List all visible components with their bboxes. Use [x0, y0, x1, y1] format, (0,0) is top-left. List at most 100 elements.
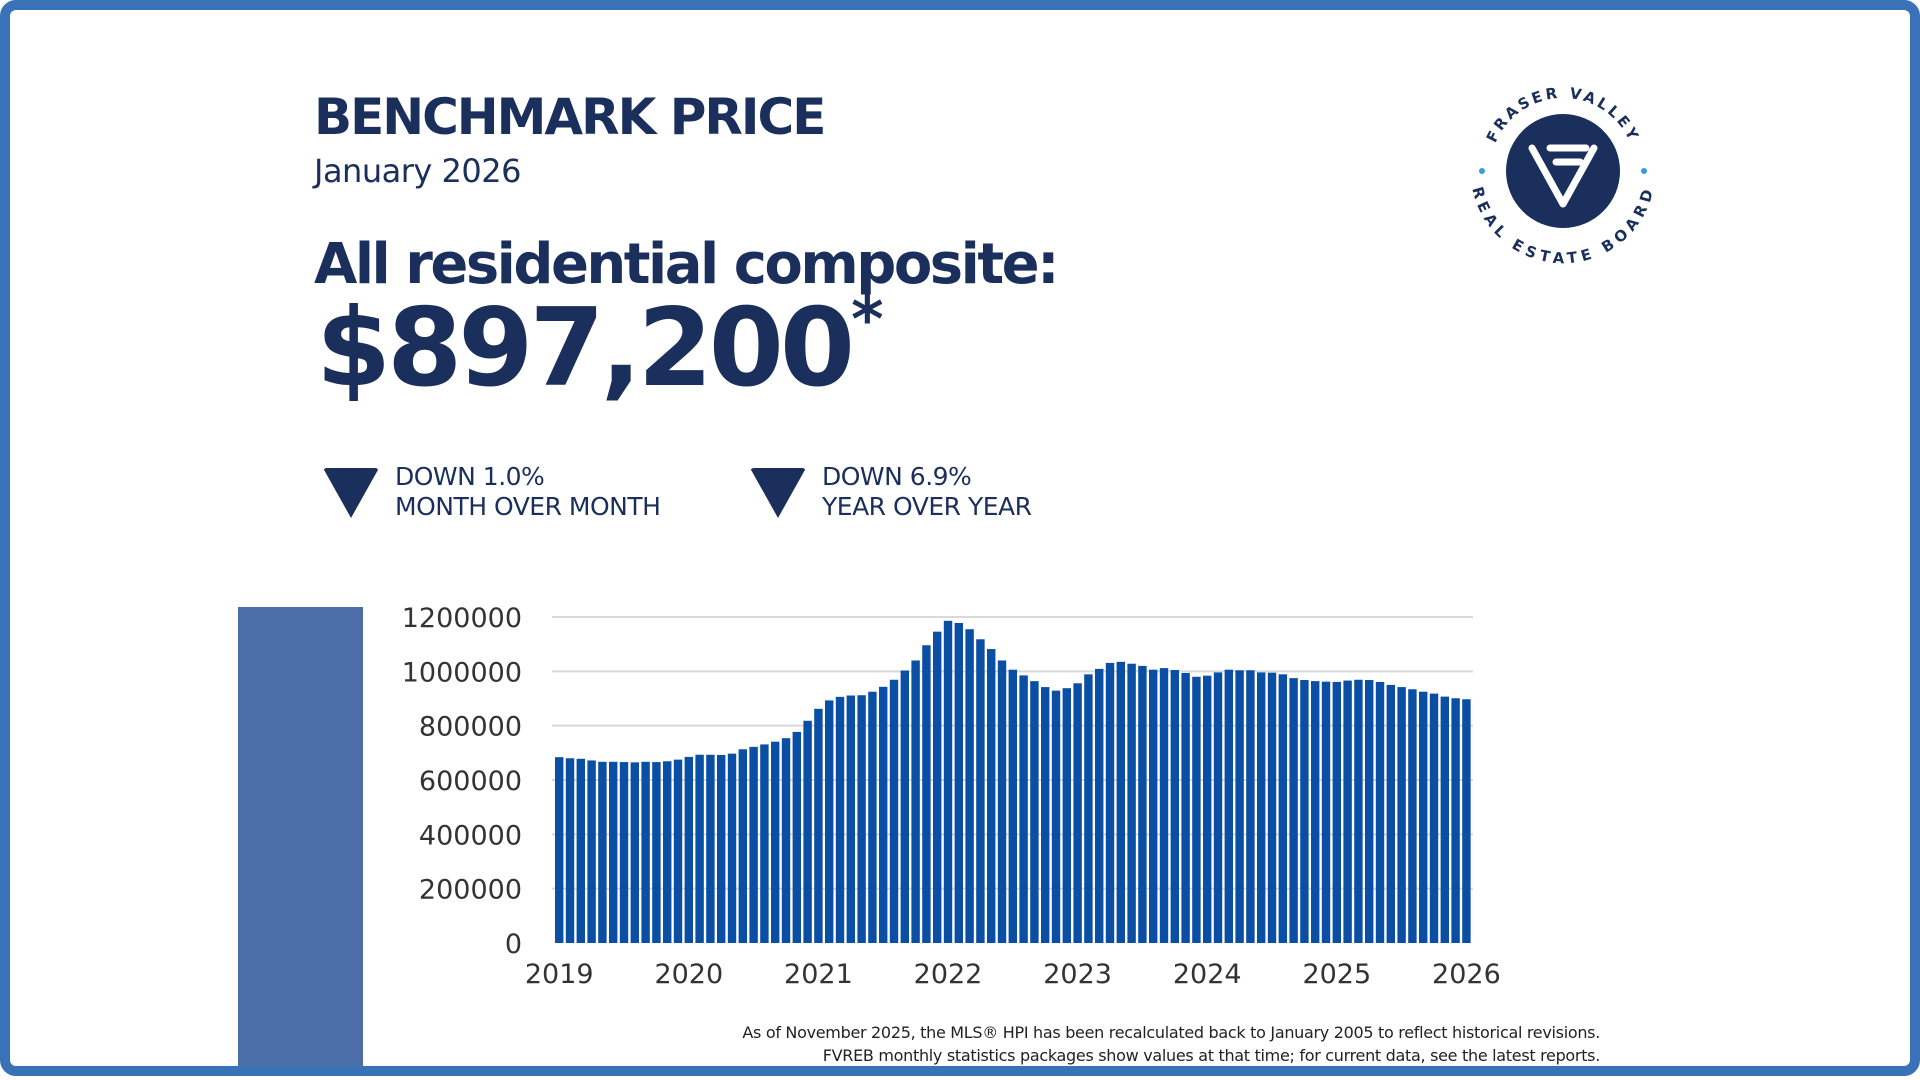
- bar: [1095, 668, 1104, 943]
- bar: [652, 762, 661, 943]
- bar: [1041, 687, 1050, 943]
- bar: [717, 755, 726, 943]
- bar: [987, 649, 996, 943]
- bar: [641, 761, 650, 943]
- x-tick-label: 2023: [1043, 959, 1112, 990]
- bar: [771, 741, 780, 943]
- bar: [1365, 680, 1374, 943]
- bar: [1289, 678, 1298, 943]
- x-tick-label: 2019: [525, 959, 594, 990]
- bar: [933, 631, 942, 943]
- bar: [1397, 687, 1406, 943]
- bar: [922, 645, 931, 943]
- bar: [1224, 669, 1234, 943]
- bar: [1181, 672, 1190, 943]
- y-tick-label: 1000000: [402, 657, 522, 688]
- bar: [803, 720, 812, 943]
- bar: [1257, 672, 1266, 943]
- bar: [663, 761, 672, 943]
- bar: [900, 670, 910, 943]
- bar: [576, 758, 586, 943]
- bar: [1300, 680, 1309, 943]
- price-footnote-mark: *: [851, 283, 884, 356]
- y-tick-label: 400000: [419, 820, 522, 851]
- bar: [684, 756, 694, 943]
- bar: [1213, 672, 1223, 943]
- bar: [1062, 688, 1072, 943]
- bar: [1321, 681, 1331, 943]
- bar: [1170, 669, 1180, 943]
- x-tick-label: 2021: [784, 959, 853, 990]
- bar: [587, 760, 596, 943]
- bar: [619, 762, 629, 943]
- bar: [954, 622, 964, 943]
- bar: [889, 679, 899, 943]
- x-tick-label: 2020: [654, 959, 723, 990]
- bar: [997, 660, 1007, 943]
- bar: [879, 686, 888, 943]
- fraser-valley-logo: FRASER VALLEY REAL ESTATE BOARD: [1468, 84, 1654, 266]
- bar: [555, 757, 564, 943]
- bar: [1332, 681, 1342, 943]
- bar: [738, 749, 748, 943]
- bar: [1159, 668, 1169, 943]
- bar: [1008, 669, 1018, 943]
- bar: [1030, 681, 1039, 943]
- stat-change: DOWN 6.9%: [822, 462, 972, 491]
- logo-fv-mark: [1528, 144, 1598, 208]
- page-subtitle: January 2026: [314, 152, 521, 190]
- bar: [814, 708, 823, 943]
- logo-circle: [1506, 114, 1620, 228]
- bar: [1192, 676, 1201, 943]
- logo-dot: [1479, 168, 1485, 174]
- bar: [1429, 693, 1439, 943]
- bar: [1235, 670, 1244, 943]
- bar: [727, 753, 737, 943]
- bar: [609, 761, 618, 943]
- bar: [749, 746, 758, 943]
- bar: [1116, 661, 1126, 943]
- benchmark-price-chart: 0 200000 400000 600000 800000 1000000 1200000 2…: [402, 603, 1501, 990]
- stat-period: YEAR OVER YEAR: [822, 492, 1032, 521]
- bar: [760, 744, 769, 943]
- bar: [1246, 670, 1255, 943]
- bar: [1451, 698, 1460, 943]
- bar: [630, 762, 640, 943]
- bar: [1386, 684, 1396, 943]
- bar: [1051, 690, 1061, 943]
- y-tick-label: 200000: [419, 875, 522, 906]
- stat-change: DOWN 1.0%: [395, 462, 545, 491]
- benchmark-price: $897,200*: [316, 285, 884, 409]
- bar: [695, 754, 704, 943]
- bar: [1149, 669, 1158, 943]
- bar: [1073, 683, 1082, 943]
- bar: [943, 620, 953, 943]
- bar: [1408, 689, 1417, 943]
- x-tick-label: 2025: [1302, 959, 1371, 990]
- bar: [846, 695, 856, 943]
- bar: [965, 629, 974, 943]
- footnote-line-2: FVREB monthly statistics packages show v…: [822, 1046, 1601, 1065]
- bar: [1084, 674, 1093, 943]
- bar: [835, 696, 845, 943]
- bar: [857, 695, 866, 943]
- bar: [1267, 672, 1277, 943]
- logo-dot: [1641, 168, 1647, 174]
- bar: [868, 691, 877, 943]
- bar: [825, 700, 834, 943]
- bar: [792, 731, 802, 943]
- bar: [911, 660, 920, 943]
- bar: [976, 639, 985, 943]
- bar: [1440, 696, 1450, 943]
- bar: [1419, 691, 1428, 943]
- y-tick-label: 1200000: [402, 603, 522, 634]
- x-tick-label: 2026: [1432, 959, 1501, 990]
- down-triangle-icon: [750, 468, 806, 518]
- bar: [673, 759, 683, 943]
- category-heading: All residential composite:: [314, 232, 1059, 297]
- bar: [1105, 662, 1115, 943]
- down-triangle-icon: [323, 468, 379, 518]
- footnote-line-1: As of November 2025, the MLS® HPI has be…: [742, 1023, 1600, 1042]
- bar: [1311, 681, 1320, 943]
